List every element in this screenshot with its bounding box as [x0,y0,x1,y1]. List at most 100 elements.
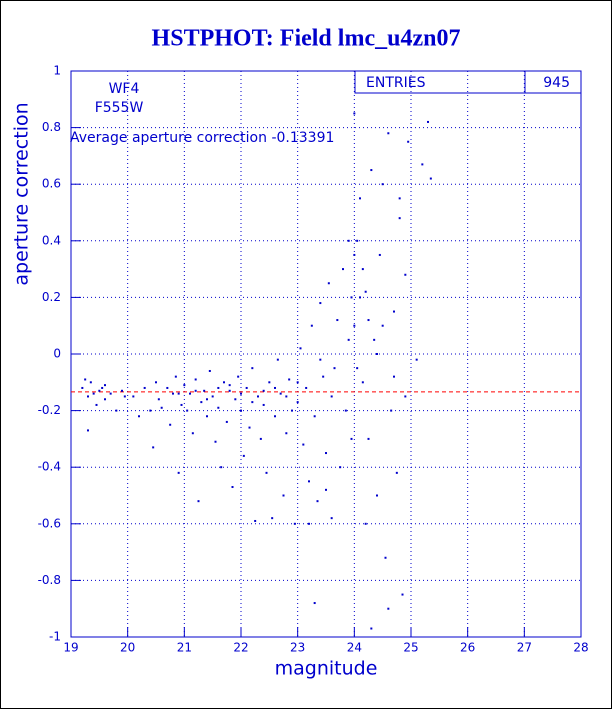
point [143,386,146,389]
point [316,500,319,503]
point [282,494,285,497]
point [285,432,288,435]
point [276,358,279,361]
y-tick-label: -0.2 [38,403,61,417]
point [367,319,370,322]
point [376,353,378,355]
point [180,403,183,406]
chart-title: HSTPHOT: Field lmc_u4zn07 [152,26,461,52]
point [208,369,211,372]
point [401,593,404,596]
point [305,386,308,389]
point [194,378,197,381]
point [291,409,293,412]
x-axis-label: magnitude [275,658,378,680]
point [172,392,174,395]
point [342,268,344,271]
point [347,239,350,242]
point [183,384,186,387]
point [376,494,378,497]
point [302,443,305,446]
point [313,415,316,418]
point [223,381,225,384]
point [350,437,353,440]
point [177,392,180,395]
x-tick-label: 19 [63,641,78,655]
point [206,398,208,401]
point [217,406,220,409]
point [84,378,87,381]
point [240,392,242,395]
point [121,389,123,392]
point [288,378,291,381]
point [421,163,424,166]
point [228,384,231,387]
point [109,392,112,395]
point [353,324,356,327]
stats-value: 945 [543,75,570,91]
point [274,386,276,389]
point [322,375,325,378]
x-tick-label: 21 [177,641,192,655]
point [429,177,432,180]
point [364,522,367,525]
point [242,454,245,457]
point [228,389,231,392]
point [415,358,418,361]
point [92,392,95,395]
point [359,197,361,200]
point [157,398,160,401]
point [268,381,271,384]
point [177,471,180,474]
x-tick-label: 27 [517,641,532,655]
point [325,488,327,491]
point [87,395,89,398]
point [98,389,101,392]
point [169,423,172,426]
stats-label: ENTRIES [366,75,426,91]
point [427,120,429,123]
point [370,169,373,172]
point [319,302,322,305]
point [393,310,395,313]
point [319,358,322,361]
point [237,375,240,378]
point [310,324,313,327]
point [132,395,135,398]
point [89,381,92,384]
point [308,522,310,525]
point [353,253,356,256]
point [370,627,373,630]
point [293,522,296,525]
point [257,395,259,398]
point [390,409,393,412]
point [149,409,152,412]
y-tick-label: 0.4 [42,233,61,247]
point [296,401,299,404]
point [220,466,223,469]
point [245,386,248,389]
point [95,403,98,406]
x-tick-label: 24 [347,641,362,655]
point [387,607,390,610]
point [265,471,268,474]
y-tick-label: 1 [53,64,61,78]
point [353,112,356,115]
point [203,389,206,392]
point [359,296,361,299]
x-tick-label: 28 [573,641,588,655]
y-axis-label: aperture correction [11,102,33,285]
point [189,392,191,395]
point [217,386,220,389]
point [104,384,106,387]
point [373,338,376,341]
point [384,556,387,559]
point [404,273,407,276]
point [104,398,106,401]
point [197,500,200,503]
point [387,132,390,135]
point [364,290,367,293]
